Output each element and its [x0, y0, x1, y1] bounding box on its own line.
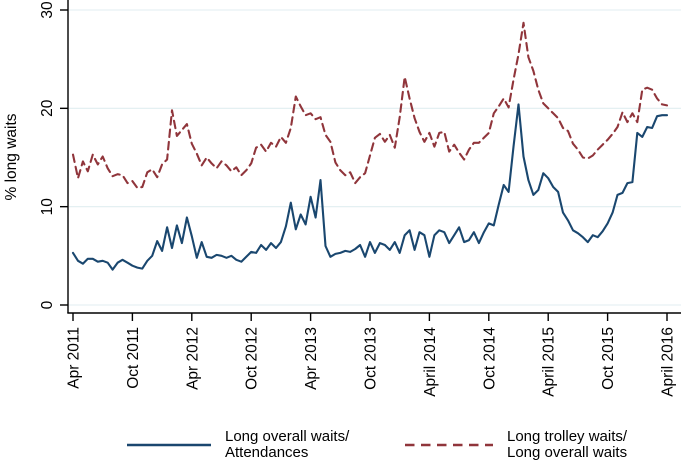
legend-label-trolley: Long trolley waits/ Long overall waits: [507, 429, 627, 460]
axes: 0 10 20 30 Apr 2011 Oct 2011 Apr 2012 Oct 2012 A…: [39, 0, 681, 397]
series-lines: [71, 21, 669, 271]
y-tick-label: 10: [39, 198, 56, 216]
y-tick-label: 20: [39, 99, 56, 117]
y-tick-label: 30: [39, 1, 56, 19]
x-tick-label: April 2015: [541, 327, 558, 397]
x-tick-label: Apr 2013: [303, 327, 320, 390]
y-axis-title: % long waits: [3, 113, 20, 200]
legend-label-overall: Long overall waits/ Attendances: [225, 429, 349, 460]
x-tick-label: Oct 2014: [481, 327, 498, 390]
x-tick-label: Apr 2011: [66, 327, 83, 389]
x-tick-label: April 2014: [422, 327, 439, 397]
chart-canvas: 0 10 20 30 Apr 2011 Oct 2011 Apr 2012 Oct 2012 A…: [3, 0, 681, 397]
series-line-overall: [71, 103, 669, 271]
legend-entry-trolley: Long trolley waits/ Long overall waits: [404, 429, 627, 460]
x-tick-label: Apr 2012: [184, 327, 201, 390]
legend-label-overall-line2: Attendances: [225, 443, 309, 461]
x-tick-label: Oct 2015: [600, 327, 617, 390]
x-tick-label: Oct 2012: [244, 327, 261, 390]
gridlines: [69, 9, 681, 306]
x-tick-label: Oct 2013: [363, 327, 380, 390]
legend-solid-line-swatch: [127, 443, 211, 446]
y-tick-label: 0: [39, 300, 56, 309]
legend-entry-overall: Long overall waits/ Attendances: [126, 429, 349, 460]
legend-label-trolley-line2: Long overall waits: [507, 443, 628, 461]
x-tick-label: Oct 2011: [125, 327, 142, 389]
legend-dashed-line-swatch: [405, 443, 493, 446]
legend-label-overall-line1: Long overall waits/: [225, 428, 350, 445]
series-line-trolley: [71, 21, 669, 190]
legend-label-trolley-line1: Long trolley waits/: [507, 428, 628, 445]
x-tick-label: April 2016: [660, 327, 677, 397]
